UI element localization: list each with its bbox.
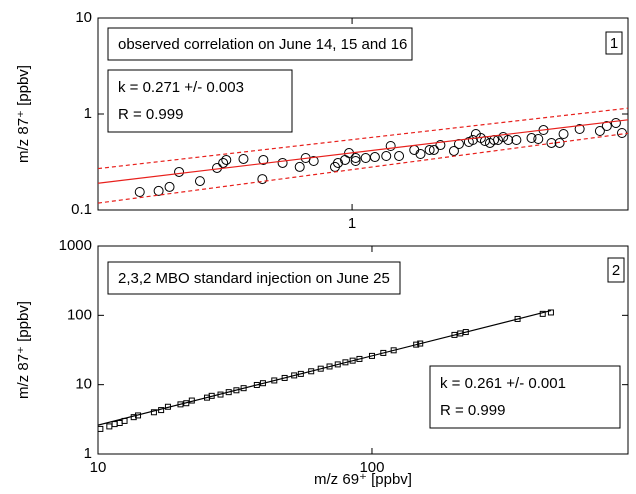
y-tick-label: 1000: [59, 237, 92, 254]
data-point: [594, 126, 605, 137]
data-point: [350, 155, 361, 166]
data-point: [448, 145, 459, 156]
x-tick-label: 1: [348, 215, 356, 232]
y-tick-label: 100: [67, 306, 92, 323]
fit-r: R = 0.999: [118, 106, 183, 123]
note: 2,3,2 MBO standard injection on June 25: [118, 270, 390, 287]
data-point: [394, 151, 405, 162]
data-point: [428, 144, 439, 155]
data-point: [526, 133, 537, 144]
series-group: [98, 107, 628, 204]
fit-box: [429, 365, 621, 429]
data-point: [277, 157, 288, 168]
data-point: [498, 131, 509, 142]
y-tick-label: 10: [75, 376, 92, 393]
note: observed correlation on June 14, 15 and …: [118, 36, 407, 53]
fit-line: [98, 132, 628, 204]
fit-line: [98, 310, 552, 426]
data-point: [381, 151, 392, 162]
data-point: [294, 161, 305, 172]
fit-line: [98, 119, 628, 184]
data-point: [194, 176, 205, 187]
data-point: [150, 409, 157, 416]
data-point: [134, 186, 145, 197]
note-box: [107, 261, 401, 295]
data-point: [238, 153, 249, 164]
data-point: [174, 166, 185, 177]
data-point: [554, 137, 565, 148]
data-point: [435, 140, 446, 151]
data-point: [511, 135, 522, 146]
note-box: [107, 27, 413, 61]
series-group: [98, 309, 554, 432]
data-point: [610, 117, 621, 128]
data-point: [424, 144, 435, 155]
y-axis-title: m/z 87⁺ [ppbv]: [15, 301, 32, 399]
x-tick-label: 10: [90, 459, 107, 476]
panel-label-box: [607, 257, 625, 283]
fit-line: [98, 107, 628, 170]
annotations: observed correlation on June 14, 15 and …: [107, 27, 625, 429]
data-point: [212, 162, 223, 173]
data-point: [106, 423, 113, 430]
data-point: [558, 128, 569, 139]
panel-label: 2: [612, 262, 620, 279]
data-point: [332, 157, 343, 168]
y-tick-label: 10: [75, 9, 92, 26]
fit-r: R = 0.999: [440, 402, 505, 419]
data-point: [574, 123, 585, 134]
data-point: [493, 135, 504, 146]
y-axis-title: m/z 87⁺ [ppbv]: [15, 65, 32, 163]
data-point: [369, 152, 380, 163]
fit-k: k = 0.261 +/- 0.001: [440, 375, 566, 392]
data-point: [467, 135, 478, 146]
x-axis-title: m/z 69⁺ [ppbv]: [314, 471, 412, 488]
data-point: [503, 135, 514, 146]
data-point: [308, 155, 319, 166]
data-point: [258, 154, 269, 165]
data-point: [385, 141, 396, 152]
data-point: [98, 425, 104, 432]
fit-box: [107, 69, 293, 133]
data-point: [218, 157, 229, 168]
data-point: [350, 153, 361, 164]
data-point: [221, 154, 232, 165]
data-point: [257, 174, 268, 185]
panel-label-box: [605, 31, 623, 55]
y-tick-label: 1: [84, 445, 92, 462]
data-point: [111, 421, 118, 428]
data-point: [153, 185, 164, 196]
y-tick-label: 0.1: [71, 201, 92, 218]
data-point: [415, 149, 426, 160]
y-tick-label: 1: [84, 105, 92, 122]
data-point: [601, 120, 612, 131]
x-tick-label: 100: [359, 459, 384, 476]
data-point: [533, 134, 544, 145]
data-point: [546, 137, 557, 148]
data-point: [616, 127, 627, 138]
data-point: [360, 153, 371, 164]
fit-k: k = 0.271 +/- 0.003: [118, 79, 244, 96]
data-point: [116, 419, 123, 426]
data-point: [547, 309, 554, 316]
panel-label: 1: [610, 35, 618, 52]
plot-frame: [97, 245, 629, 455]
data-point: [409, 144, 420, 155]
data-point: [164, 181, 175, 192]
